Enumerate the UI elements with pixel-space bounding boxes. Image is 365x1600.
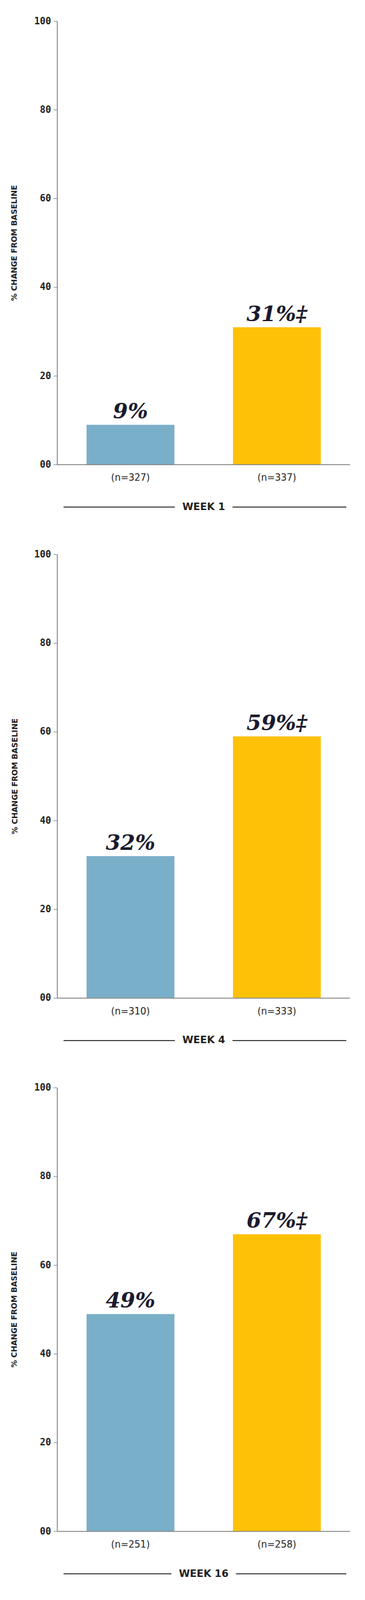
chart-root: 00 20 40 60 80 100 % CHANGE FROM BASELINE 9% 31%… <box>0 0 365 1599</box>
y-tick-label: 80 <box>39 1169 52 1181</box>
week-rule <box>63 1038 176 1041</box>
y-tick <box>53 553 58 555</box>
y-tick <box>53 1263 58 1265</box>
bar <box>232 1232 321 1530</box>
y-tick-label: 00 <box>39 458 52 470</box>
x-axis-line <box>57 996 351 998</box>
y-tick-label: 00 <box>39 1524 52 1536</box>
y-axis-label: % CHANGE FROM BASELINE <box>10 717 20 834</box>
x-axis-line <box>57 1529 351 1531</box>
y-tick-label: 100 <box>34 548 52 560</box>
y-tick <box>53 21 58 22</box>
y-tick <box>53 642 58 643</box>
y-axis-label: % CHANGE FROM BASELINE <box>10 184 20 301</box>
y-tick <box>53 109 58 111</box>
y-tick <box>53 1352 58 1353</box>
y-tick-label: 100 <box>34 1080 52 1092</box>
data-label: 59%‡ <box>246 709 309 735</box>
y-tick <box>53 1086 58 1087</box>
data-label: 67%‡ <box>246 1206 309 1232</box>
y-tick-label: 40 <box>39 280 52 293</box>
y-tick <box>53 1440 58 1442</box>
data-label: 31%‡ <box>246 300 309 326</box>
week-label: WEEK 4 <box>182 1032 226 1045</box>
y-tick <box>53 375 58 377</box>
y-tick-label: 80 <box>39 104 52 116</box>
x-tick-label: (n=337) <box>257 471 296 483</box>
y-tick-label: 60 <box>39 192 52 204</box>
figure: 00 20 40 60 80 100 % CHANGE FROM BASELINE 9% 31%… <box>0 0 365 1599</box>
bars <box>86 327 321 465</box>
x-axis-line <box>57 464 351 466</box>
bar <box>232 735 321 998</box>
x-tick-label: (n=258) <box>257 1537 296 1549</box>
y-tick <box>53 908 58 909</box>
panel: 00 20 40 60 80 100 % CHANGE FROM BASELINE 9% 31%… <box>10 15 351 512</box>
y-tick <box>53 730 58 732</box>
y-tick <box>53 1529 58 1531</box>
week-rule <box>232 506 347 508</box>
week-rule <box>232 1038 347 1041</box>
bars <box>86 1232 321 1530</box>
data-label: 9% <box>113 398 149 423</box>
week-label: WEEK 1 <box>182 500 226 512</box>
bars <box>86 735 321 998</box>
week-label: WEEK 16 <box>178 1565 229 1578</box>
y-tick <box>53 464 58 465</box>
week-rule <box>63 506 176 508</box>
y-tick <box>53 198 58 199</box>
bar <box>86 1312 175 1530</box>
y-tick <box>53 819 58 821</box>
bar <box>232 327 321 465</box>
x-tick-label: (n=310) <box>110 1004 150 1016</box>
y-tick-label: 20 <box>39 1435 52 1447</box>
bar <box>86 855 175 998</box>
y-axis-line <box>56 1086 58 1530</box>
y-tick-label: 100 <box>34 15 52 27</box>
week-rule <box>236 1571 347 1573</box>
y-tick-label: 40 <box>39 1346 52 1358</box>
panel: 00 20 40 60 80 100 % CHANGE FROM BASELINE 49% 67… <box>10 1080 351 1578</box>
y-tick <box>53 996 58 998</box>
bar <box>86 424 175 465</box>
y-tick-label: 20 <box>39 902 52 914</box>
y-tick-label: 60 <box>39 1258 52 1270</box>
y-tick-label: 80 <box>39 636 52 648</box>
panel: 00 20 40 60 80 100 % CHANGE FROM BASELINE 32% 59… <box>10 548 351 1045</box>
y-tick-label: 60 <box>39 725 52 737</box>
y-tick <box>53 1174 58 1176</box>
y-tick-label: 20 <box>39 369 52 382</box>
y-axis-line <box>56 21 58 465</box>
data-label: 49% <box>105 1286 156 1312</box>
y-tick-label: 40 <box>39 814 52 826</box>
week-rule <box>63 1571 172 1573</box>
x-tick-label: (n=251) <box>110 1537 150 1549</box>
x-tick-label: (n=327) <box>110 471 150 483</box>
y-axis-line <box>56 553 58 997</box>
x-tick-label: (n=333) <box>257 1004 296 1016</box>
y-axis-label: % CHANGE FROM BASELINE <box>10 1250 20 1366</box>
y-tick <box>53 286 58 288</box>
y-tick-label: 00 <box>39 990 52 1003</box>
data-label: 32% <box>105 829 156 854</box>
